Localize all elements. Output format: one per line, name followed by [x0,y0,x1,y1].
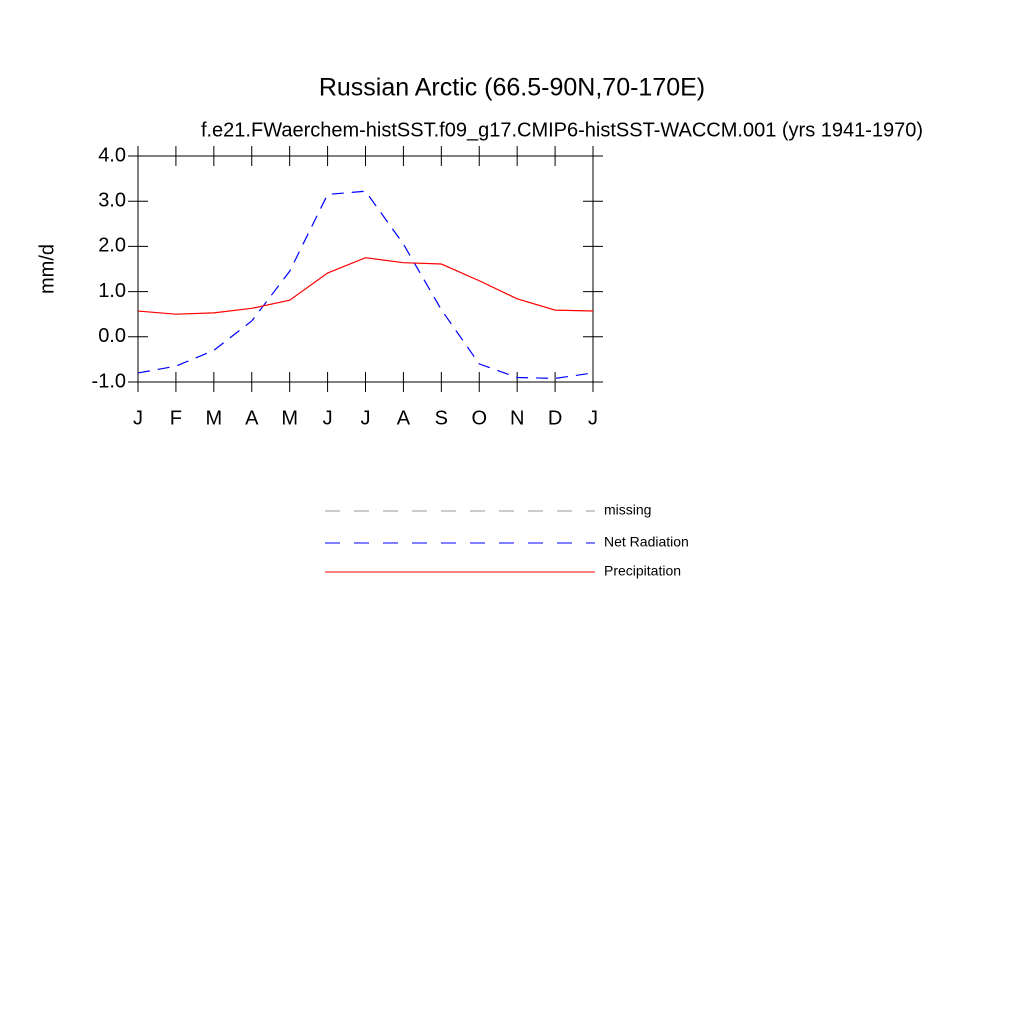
y-tick-label: 3.0 [98,189,126,211]
x-tick-label: J [361,407,371,429]
y-tick-label: 1.0 [98,280,126,302]
x-tick-label: N [510,407,524,429]
chart-subtitle: f.e21.FWaerchem-histSST.f09_g17.CMIP6-hi… [201,119,923,141]
x-tick-label: M [205,407,222,429]
legend-label: missing [604,502,651,518]
y-tick-label: -1.0 [92,370,126,392]
plot-frame [137,155,594,383]
x-tick-label: D [548,407,562,429]
x-tick-label: S [435,407,448,429]
series-line [137,190,594,379]
x-tick-label: A [245,407,259,429]
x-tick-label: O [471,407,487,429]
legend-label: Precipitation [604,563,681,579]
chart-title: Russian Arctic (66.5-90N,70-170E) [319,74,705,102]
x-tick-label: F [170,407,182,429]
x-tick-label: J [588,407,598,429]
legend-label: Net Radiation [604,534,689,550]
y-tick-label: 4.0 [98,144,126,166]
y-tick-label: 0.0 [98,325,126,347]
x-tick-label: J [323,407,333,429]
series-line [137,257,594,315]
y-tick-label: 2.0 [98,235,126,257]
x-tick-label: A [397,407,411,429]
x-tick-label: J [133,407,143,429]
y-axis-label: mm/d [36,244,58,294]
x-tick-label: M [281,407,298,429]
